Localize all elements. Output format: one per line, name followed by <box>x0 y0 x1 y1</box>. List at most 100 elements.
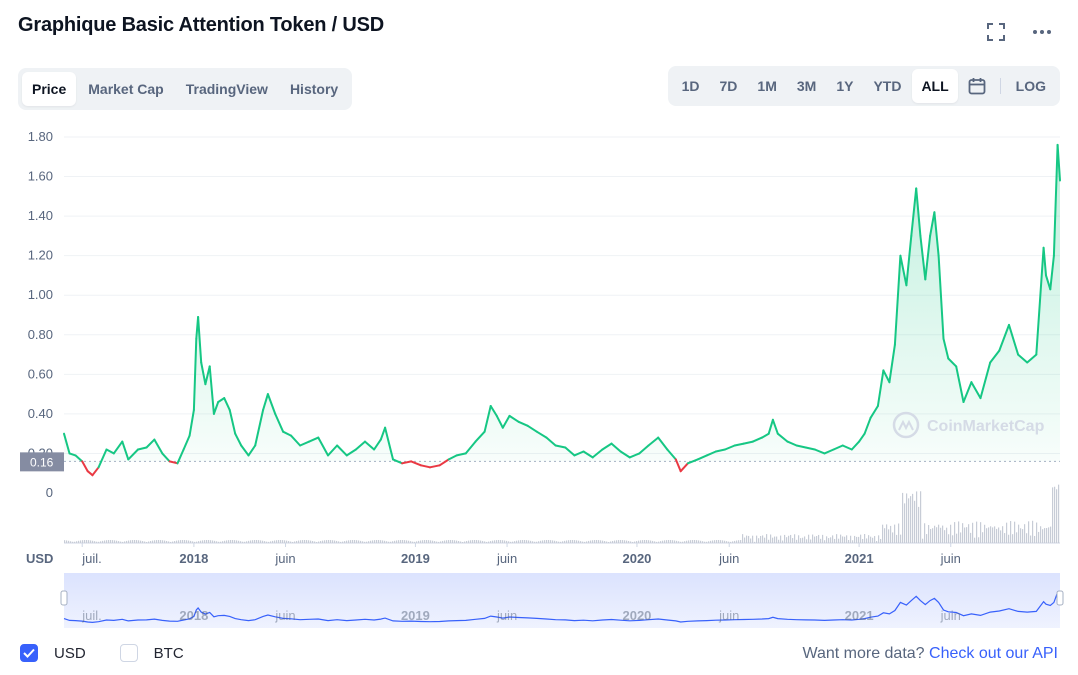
price-line-segment <box>182 434 191 451</box>
price-chart[interactable]: 1.801.601.401.201.000.800.600.400.200 US… <box>0 120 1078 635</box>
navigator-handle-left[interactable] <box>60 590 68 606</box>
range-1y[interactable]: 1Y <box>836 78 854 94</box>
volume-bar <box>434 541 436 543</box>
volume-bar <box>926 534 928 543</box>
volume-bar <box>388 541 390 543</box>
volume-bar <box>480 540 482 543</box>
range-1m[interactable]: 1M <box>757 78 777 94</box>
tab-history[interactable]: History <box>289 81 339 97</box>
price-area <box>64 144 1060 476</box>
volume-bar <box>98 541 100 543</box>
volume-bar <box>900 534 902 543</box>
volume-bar <box>984 524 986 543</box>
price-line-segment <box>188 408 195 437</box>
range-3m[interactable]: 3M <box>796 78 817 94</box>
price-line-segment <box>240 444 250 457</box>
volume-bar <box>444 540 446 543</box>
price-line-segment <box>714 448 726 453</box>
price-line-segment <box>262 393 269 411</box>
log-toggle[interactable]: LOG <box>1015 78 1046 94</box>
volume-bar <box>684 541 686 543</box>
volume-bar <box>980 522 982 543</box>
volume-bar <box>1044 528 1046 543</box>
y-tick-label: 1.80 <box>28 129 53 144</box>
volume-bar <box>362 541 364 543</box>
more-icon[interactable] <box>1032 22 1052 42</box>
volume-bar <box>990 526 992 543</box>
volume-bar <box>268 541 270 543</box>
x-tick-label: juil. <box>81 551 102 566</box>
range-ytd[interactable]: YTD <box>873 78 902 94</box>
volume-bar <box>932 528 934 543</box>
volume-bar <box>988 527 990 543</box>
volume-bar <box>514 541 516 543</box>
volume-bar <box>836 534 838 543</box>
x-tick-label: 2021 <box>845 551 874 566</box>
range-7d[interactable]: 7D <box>719 78 738 94</box>
navigator-handle-right[interactable] <box>1056 590 1064 606</box>
volume-bar <box>648 540 650 543</box>
volume-bar <box>646 540 648 543</box>
volume-bar <box>664 540 666 543</box>
volume-bar <box>160 540 162 543</box>
calendar-icon[interactable] <box>960 69 994 103</box>
tab-tradingview[interactable]: TradingView <box>185 81 268 97</box>
volume-bar <box>240 541 242 543</box>
volume-bar <box>430 540 432 543</box>
volume-bar <box>772 537 774 543</box>
volume-bar <box>254 540 256 543</box>
volume-bar <box>962 523 964 543</box>
volume-bar <box>846 535 848 543</box>
price-line-segment <box>619 450 631 459</box>
fullscreen-icon[interactable] <box>986 22 1006 42</box>
btc-checkbox[interactable]: BTC <box>119 644 184 662</box>
volume-bar <box>512 541 514 543</box>
volume-bar <box>330 540 332 543</box>
range-1d[interactable]: 1D <box>681 78 700 94</box>
tab-market-cap[interactable]: Market Cap <box>88 81 164 97</box>
volume-bar <box>332 540 334 543</box>
api-link[interactable]: Check out our API <box>929 645 1058 662</box>
volume-bar <box>676 540 678 543</box>
volume-bar <box>1054 486 1056 543</box>
volume-bar <box>628 540 630 543</box>
volume-bar <box>986 528 988 543</box>
volume-bar <box>922 538 924 543</box>
volume-bar <box>960 532 962 543</box>
volume-bar <box>162 540 164 543</box>
volume-bar <box>478 540 480 543</box>
volume-bar <box>954 522 956 543</box>
price-line-segment <box>979 361 992 400</box>
price-line-segment <box>217 397 226 403</box>
price-line-segment <box>517 420 529 427</box>
x-tick-label: juin <box>718 551 739 566</box>
volume-bar <box>1006 522 1008 543</box>
volume-bar <box>634 541 636 543</box>
volume-bar <box>724 540 726 543</box>
usd-checkbox[interactable]: USD <box>20 644 86 662</box>
volume-bar <box>108 540 110 543</box>
volume-bar <box>442 540 444 543</box>
range-all[interactable]: ALL <box>912 69 958 103</box>
volume-bar <box>908 498 910 543</box>
price-line-segment <box>212 401 220 415</box>
volume-bar <box>172 541 174 543</box>
volume-bar <box>140 540 142 543</box>
volume-bar <box>82 540 84 543</box>
volume-bar <box>894 524 896 543</box>
volume-bar <box>1002 526 1004 543</box>
tab-price[interactable]: Price <box>22 72 77 106</box>
price-line-segment <box>686 458 699 465</box>
price-line-segment <box>876 369 885 407</box>
volume-bar <box>550 540 552 543</box>
price-line-segment <box>105 448 115 455</box>
volume-bar <box>438 541 440 543</box>
volume-bar <box>1032 520 1034 543</box>
volume-bar <box>284 540 286 543</box>
volume-bar <box>68 540 70 543</box>
price-line-segment <box>266 393 277 415</box>
volume-bar <box>470 540 472 543</box>
volume-bar <box>818 534 820 543</box>
volume-bar <box>624 540 626 543</box>
volume-bar <box>906 493 908 543</box>
